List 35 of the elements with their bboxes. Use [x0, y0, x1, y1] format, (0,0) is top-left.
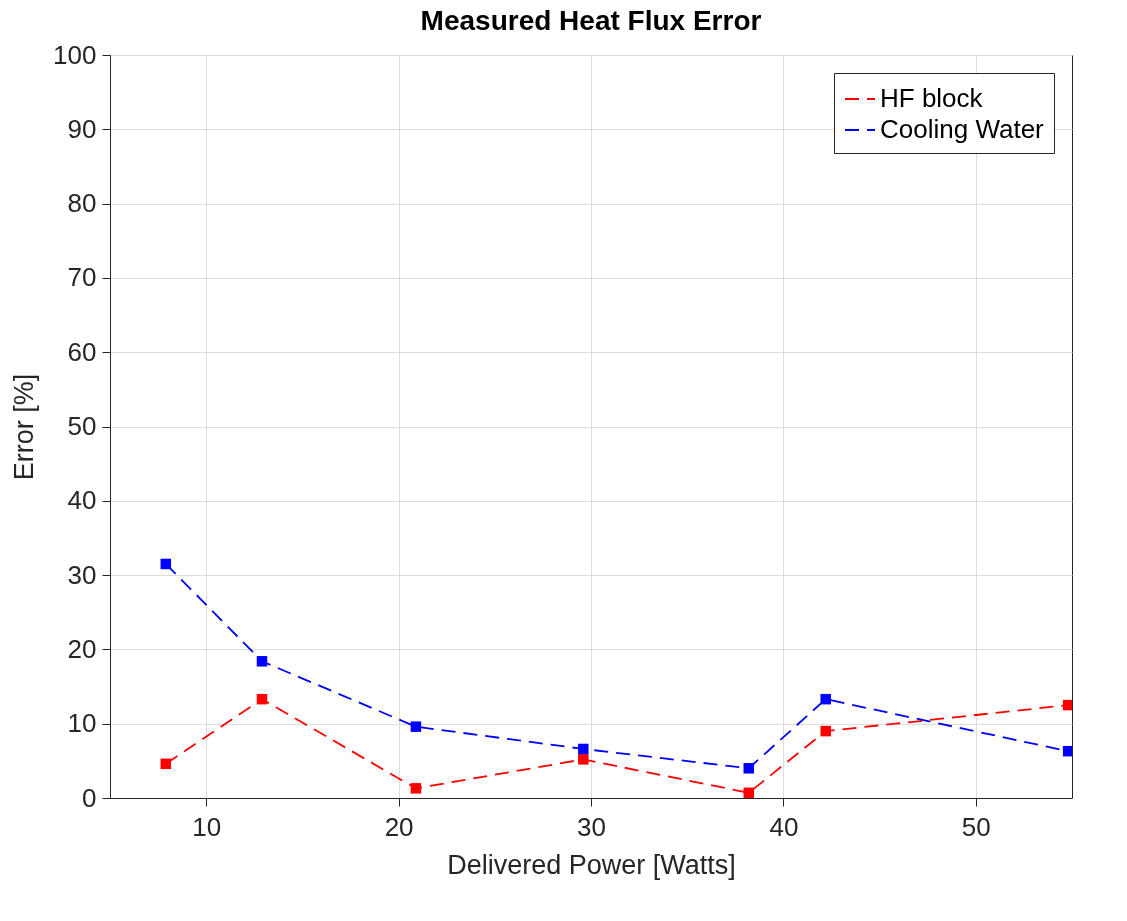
legend-label: HF block [880, 83, 984, 113]
y-tick-label: 60 [67, 336, 97, 367]
x-tick-label: 20 [384, 811, 414, 842]
x-tick-label: 50 [961, 811, 991, 842]
point [1062, 745, 1072, 757]
y-tick-label: 0 [82, 782, 97, 813]
point [160, 758, 172, 770]
point [578, 743, 589, 755]
x-tick-label: 30 [577, 811, 606, 842]
chart-title: Measured Heat Flux Error [420, 5, 762, 36]
y-tick-label: 80 [67, 188, 97, 219]
point [410, 783, 422, 794]
y-tick-label: 90 [67, 113, 97, 144]
y-tick-label: 30 [67, 559, 97, 590]
y-tick-label: 10 [67, 708, 97, 739]
point [256, 656, 268, 667]
y-tick-label: 50 [67, 411, 97, 441]
y-tick-label: 70 [67, 262, 97, 293]
x-tick-label: 40 [769, 811, 799, 842]
point [743, 763, 755, 774]
point [410, 721, 422, 732]
y-tick-label: 20 [67, 633, 97, 664]
x-tick-label: 10 [192, 811, 222, 842]
legend-label: Cooling Water [880, 114, 1045, 144]
y-tick-label: 100 [53, 39, 97, 70]
x-axis-title: Delivered Power [Watts] [447, 849, 736, 880]
y-tick-label: 40 [67, 485, 97, 516]
y-axis-title: Error [%] [9, 373, 40, 481]
point [578, 754, 589, 765]
point [256, 693, 268, 705]
point [820, 725, 831, 737]
point [1062, 699, 1072, 711]
point [820, 693, 831, 705]
point [743, 787, 755, 798]
point [160, 558, 172, 570]
